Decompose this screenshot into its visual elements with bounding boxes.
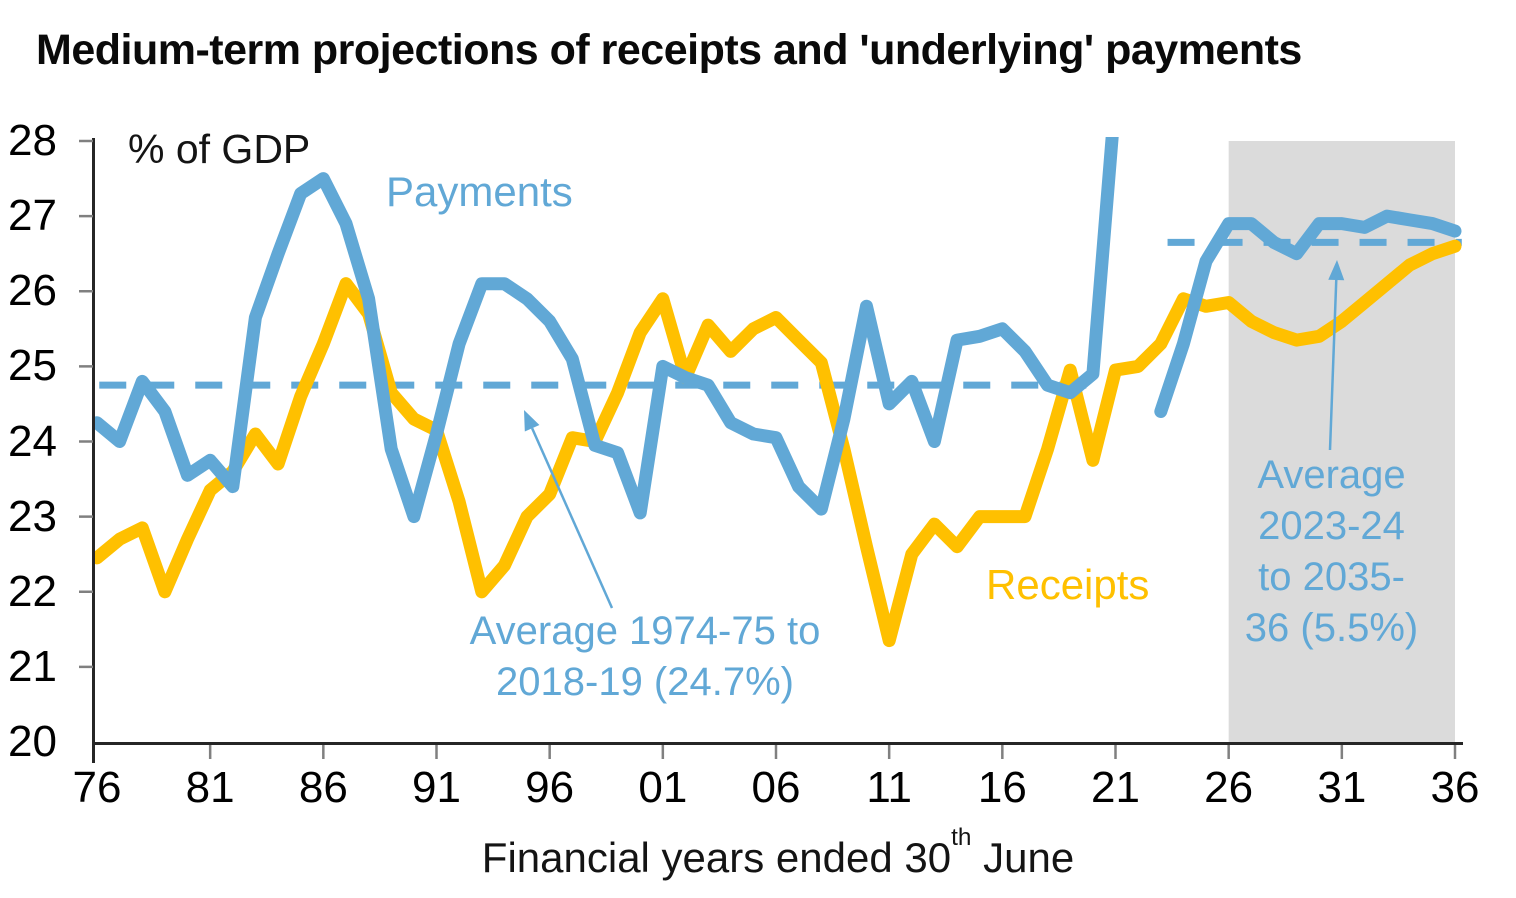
historical-average-arrow-head xyxy=(524,410,540,432)
historical-average-annotation-line1: Average 1974-75 to xyxy=(469,609,821,653)
payments-series-label: Payments xyxy=(386,168,573,215)
x-tick-label: 36 xyxy=(1430,763,1480,812)
x-tick-label: 86 xyxy=(298,763,348,812)
historical-average-arrow-line xyxy=(530,427,614,609)
projection-average-annotation: Average 2023-24 to 2035- 36 (5.5%) xyxy=(1229,450,1434,654)
x-tick-label: 96 xyxy=(525,763,575,812)
payments-projection-line xyxy=(1154,209,1462,418)
historical-average-annotation: Average 1974-75 to 2018-19 (24.7%) xyxy=(370,606,920,708)
y-tick-label: 24 xyxy=(8,416,57,466)
projection-average-arrow-line xyxy=(1328,279,1338,451)
x-axis-title-superscript: th xyxy=(951,823,972,851)
x-tick-label: 31 xyxy=(1317,763,1367,812)
historical-average-annotation-line2: 2018-19 (24.7%) xyxy=(496,660,794,704)
y-tick-label: 22 xyxy=(8,566,57,616)
x-tick-label: 91 xyxy=(412,763,461,812)
receipts-series-label: Receipts xyxy=(986,561,1150,608)
x-tick-label: 81 xyxy=(185,763,235,812)
x-tick-label: 76 xyxy=(72,763,122,812)
payments-line xyxy=(93,137,1119,524)
y-tick-label: 21 xyxy=(8,641,57,691)
projection-average-annotation-line1: Average xyxy=(1257,453,1406,497)
y-tick-label: 25 xyxy=(8,341,57,391)
projection-average-annotation-line4: 36 (5.5%) xyxy=(1244,606,1419,650)
y-axis-unit-label: % of GDP xyxy=(128,126,311,172)
y-tick-label: 20 xyxy=(8,717,57,766)
x-tick-label: 11 xyxy=(866,763,912,812)
x-tick-label: 01 xyxy=(638,763,688,812)
projection-average-arrow-head xyxy=(1328,260,1345,281)
projection-average-annotation-line3: to 2035- xyxy=(1258,555,1405,599)
projection-average-annotation-line2: 2023-24 xyxy=(1258,504,1405,548)
y-tick-label: 23 xyxy=(8,491,57,541)
receipts-line xyxy=(93,239,1462,648)
y-tick-label: 26 xyxy=(8,266,57,316)
y-tick-label: 27 xyxy=(8,191,57,241)
y-tick-label: 28 xyxy=(8,116,57,165)
x-tick-label: 26 xyxy=(1204,763,1254,812)
chart-title: Medium-term projections of receipts and … xyxy=(36,26,1302,74)
x-tick-label: 21 xyxy=(1091,763,1140,812)
x-tick-label: 06 xyxy=(751,763,801,812)
x-tick-label: 16 xyxy=(977,763,1027,812)
x-axis-title: Financial years ended 30th June xyxy=(481,823,1075,881)
